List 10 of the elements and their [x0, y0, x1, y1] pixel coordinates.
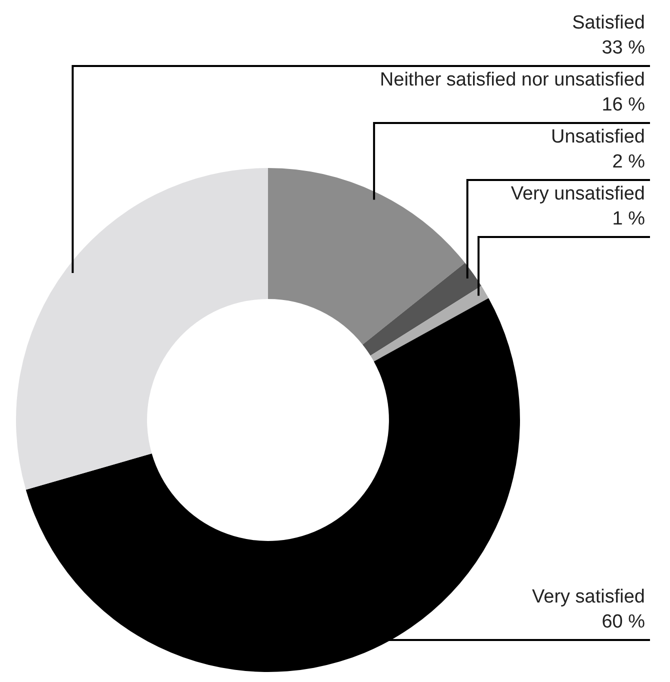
data-label: 16 %: [602, 94, 646, 116]
data-label: 33 %: [602, 38, 646, 59]
data-label: 1 %: [612, 208, 646, 230]
slice-label: Unsatisfied: [551, 126, 645, 148]
slice-label: Very unsatisfied: [510, 184, 645, 205]
slice-label: Very satisfied: [532, 586, 645, 608]
slice-label: Neither satisfied nor unsatisfied: [380, 70, 645, 91]
slice-label: Satisfied: [572, 12, 645, 34]
data-label: 60 %: [602, 612, 646, 633]
data-label: 2 %: [612, 152, 646, 173]
